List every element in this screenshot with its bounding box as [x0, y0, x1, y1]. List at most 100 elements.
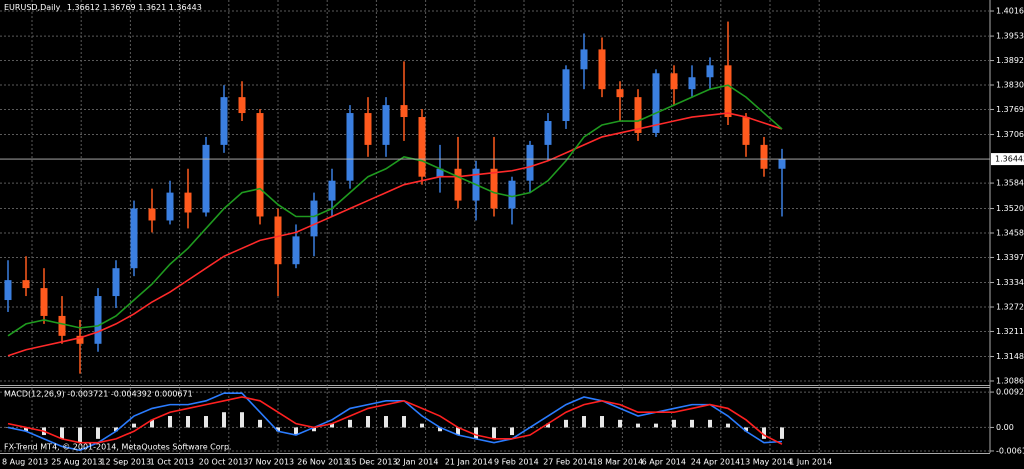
- histogram-bar: [96, 427, 100, 439]
- histogram-bar: [312, 427, 316, 432]
- candle-body: [58, 315, 66, 336]
- histogram-bar: [672, 419, 676, 428]
- candle-body: [274, 216, 282, 265]
- histogram-bar: [258, 419, 262, 428]
- candle-body: [508, 180, 516, 209]
- candle-body: [724, 65, 732, 118]
- histogram-bar: [384, 416, 388, 428]
- candle-body: [634, 97, 642, 133]
- macd-title: MACD(12,26,9) -0.003721 -0.004392 0.0006…: [4, 390, 193, 399]
- x-tick-label: 6 Apr 2014: [642, 458, 686, 467]
- y-tick-label: 1.37060: [996, 130, 1024, 139]
- y-tick-label: 1.31480: [996, 352, 1024, 361]
- histogram-bar: [510, 427, 514, 436]
- histogram-bar: [366, 416, 370, 428]
- x-tick-label: 13 May 2014: [740, 458, 792, 467]
- x-tick-label: 21 Jan 2014: [445, 458, 493, 467]
- y-tick-label: 1.30865: [996, 376, 1024, 385]
- histogram-bar: [726, 423, 730, 428]
- histogram-bar: [744, 427, 748, 432]
- candle-body: [562, 69, 570, 122]
- x-tick-label: 15 Dec 2013: [346, 458, 397, 467]
- y-tick-label: 1.37690: [996, 105, 1024, 114]
- histogram-bar: [474, 427, 478, 439]
- histogram-bar: [168, 416, 172, 428]
- candle-body: [454, 168, 462, 201]
- candle-body: [436, 168, 444, 177]
- x-tick-label: 26 Nov 2013: [297, 458, 348, 467]
- histogram-bar: [294, 427, 298, 436]
- y-tick-label: 0.00: [996, 423, 1014, 432]
- candle-body: [130, 208, 138, 269]
- candle-body: [346, 113, 354, 181]
- histogram-bar: [240, 412, 244, 428]
- histogram-bar: [24, 427, 28, 432]
- histogram-bar: [690, 419, 694, 428]
- y-tick-label: 0.009299: [996, 388, 1024, 397]
- x-tick-label: 8 Aug 2013: [2, 458, 48, 467]
- histogram-bar: [60, 427, 64, 439]
- x-tick-label: 9 Feb 2014: [494, 458, 539, 467]
- candle-body: [382, 105, 390, 145]
- x-tick-label: 7 Nov 2013: [248, 458, 294, 467]
- candle-body: [292, 236, 300, 265]
- candle-body: [742, 117, 750, 145]
- histogram-bar: [636, 423, 640, 428]
- candle-body: [544, 121, 552, 145]
- x-tick-label: 27 Feb 2014: [543, 458, 593, 467]
- candle-body: [76, 335, 84, 344]
- x-tick-label: 12 Sep 2013: [100, 458, 151, 467]
- x-tick-label: 20 Oct 2013: [199, 458, 248, 467]
- candle-body: [328, 180, 336, 201]
- candle-body: [652, 73, 660, 133]
- histogram-bar: [204, 416, 208, 428]
- histogram-bar: [330, 423, 334, 428]
- x-tick-label: 2 Jan 2014: [396, 458, 439, 467]
- candle-body: [490, 168, 498, 209]
- histogram-bar: [564, 419, 568, 428]
- candle-body: [148, 208, 156, 221]
- histogram-bar: [762, 427, 766, 439]
- moving-average: [7, 112, 783, 357]
- y-tick-label: 1.38305: [996, 81, 1024, 90]
- histogram-bar: [582, 416, 586, 428]
- moving-average: [7, 84, 783, 337]
- candle-body: [220, 97, 228, 145]
- candle-body: [202, 144, 210, 213]
- histogram-bar: [492, 427, 496, 439]
- candle-body: [256, 113, 264, 217]
- y-tick-label: -0.006187: [996, 446, 1024, 455]
- candle-body: [40, 288, 48, 316]
- histogram-bar: [708, 419, 712, 428]
- candle-body: [94, 296, 102, 344]
- candle-body: [778, 159, 786, 169]
- candle-body: [616, 89, 624, 98]
- macd-line: [7, 396, 783, 445]
- histogram-bar: [114, 427, 118, 432]
- histogram-bar: [78, 427, 82, 443]
- footer: FX-Trend MT4, © 2001-2014, MetaQuotes So…: [4, 443, 232, 452]
- candle-body: [166, 192, 174, 221]
- candle-body: [580, 49, 588, 70]
- candle-body: [364, 113, 372, 145]
- candle-body: [688, 77, 696, 90]
- candle-body: [4, 280, 12, 301]
- candle-body: [22, 280, 30, 289]
- y-tick-label: 1.39535: [996, 32, 1024, 41]
- y-tick-label: 1.38920: [996, 56, 1024, 65]
- y-tick-label: 1.32725: [996, 302, 1024, 311]
- y-tick-label: 1.32110: [996, 327, 1024, 336]
- quote-close: 1.36443: [169, 3, 202, 12]
- x-tick-label: 1 Jun 2014: [789, 458, 832, 467]
- histogram-bar: [276, 427, 280, 432]
- x-tick-label: 18 Mar 2014: [592, 458, 643, 467]
- histogram-bar: [132, 423, 136, 428]
- current-price-box: [991, 153, 1024, 166]
- histogram-bar: [456, 427, 460, 436]
- x-tick-label: 25 Aug 2013: [51, 458, 102, 467]
- candle-body: [112, 268, 120, 297]
- histogram-bar: [618, 419, 622, 428]
- candle-body: [184, 192, 192, 213]
